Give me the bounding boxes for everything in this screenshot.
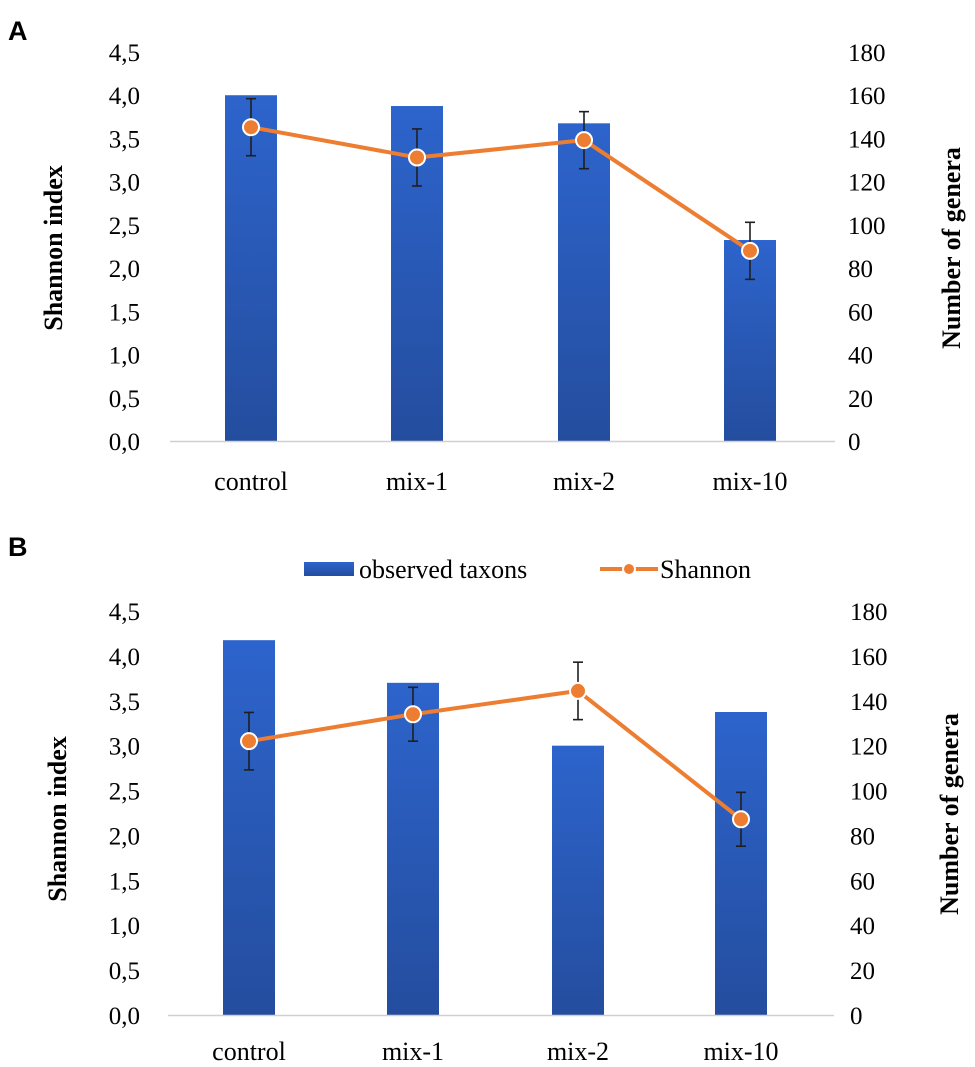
panel-a-category-label: mix-1 — [386, 467, 448, 496]
panel-a-y-tick-label: 2,0 — [109, 256, 140, 283]
legend-bars-label: observed taxons — [359, 555, 527, 584]
panel-a-y-tick-label: 4,5 — [109, 40, 140, 67]
panel-a-category-label: mix-10 — [712, 467, 787, 496]
panel-a-shannon-point-mix-1 — [408, 148, 426, 167]
panel-b-y-tick-label: 4,0 — [109, 644, 140, 671]
panel-b-shannon-point-mix-2 — [569, 681, 587, 700]
panel-b-y-tick-label: 0,5 — [109, 958, 140, 985]
panel-b-y-tick-label: 1,0 — [109, 913, 140, 940]
panel-a-shannon-point-mix-10 — [741, 241, 759, 260]
panel-a-y2-tick-label: 180 — [848, 40, 886, 67]
panel-b-y2-tick-label: 120 — [850, 734, 888, 761]
panel-b-bar-mix-2 — [552, 745, 604, 1015]
legend: observed taxons Shannon — [304, 555, 751, 584]
panel-b-category-label: mix-1 — [382, 1037, 444, 1066]
panel-a-y2-tick-label: 160 — [848, 83, 886, 110]
panel-b-y-tick-label: 2,5 — [109, 779, 140, 806]
panel-b-y-tick-label: 0,0 — [109, 1003, 140, 1030]
panel-a-y2-tick-label: 100 — [848, 213, 886, 240]
panel-a-y2-tick-label: 120 — [848, 170, 886, 197]
panel-b-y-tick-label: 3,5 — [109, 689, 140, 716]
panel-b-y2-tick-label: 80 — [850, 823, 875, 850]
panel-b-y2-tick-label: 40 — [850, 913, 875, 940]
panel-a-y2-tick-label: 20 — [848, 386, 873, 413]
panel-a-y-tick-label: 3,0 — [109, 170, 140, 197]
legend-bar-swatch — [304, 562, 354, 576]
panel-a-y2-tick-label: 40 — [848, 343, 873, 370]
panel-b-y-tick-label: 1,5 — [109, 868, 140, 895]
panel-b-y-tick-label: 4,5 — [109, 599, 140, 626]
panel-b-shannon-point-control — [240, 732, 258, 751]
panel-a-category-label: mix-2 — [553, 467, 615, 496]
panel-a-y2-tick-label: 80 — [848, 256, 873, 283]
panel-b-y2-tick-label: 180 — [850, 599, 888, 626]
panel-b: B observed taxons Shannon Shannon index … — [8, 532, 964, 1066]
panel-a-shannon-point-mix-2 — [575, 131, 593, 150]
panel-b-y2-tick-label: 60 — [850, 868, 875, 895]
panel-a: A Shannon index Number of genera 0,0 0,5 1… — [8, 16, 966, 496]
panel-a-y-tick-label: 1,5 — [109, 299, 140, 326]
panel-b-category-label: control — [212, 1037, 286, 1066]
panel-b-y2-tick-label: 140 — [850, 689, 888, 716]
panel-b-y2-tick-label: 20 — [850, 958, 875, 985]
panel-b-shannon-line — [248, 688, 743, 821]
panel-b-category-label: mix-10 — [703, 1037, 778, 1066]
panel-b-y2-axis-title: Number of genera — [935, 713, 964, 915]
panel-a-y-tick-label: 2,5 — [109, 213, 140, 240]
panel-a-y-tick-label: 4,0 — [109, 83, 140, 110]
panel-b-y-tick-label: 2,0 — [109, 823, 140, 850]
panel-a-y-tick-label: 1,0 — [109, 343, 140, 370]
panel-b-y-tick-label: 3,0 — [109, 734, 140, 761]
panel-a-category-label: control — [214, 467, 288, 496]
legend-line-label: Shannon — [660, 555, 751, 584]
panel-a-y-tick-label: 0,0 — [109, 429, 140, 456]
panel-a-plot: 0,0 0,5 1,0 1,5 2,0 2,5 3,0 3,5 4,0 4,5 0 20 40 60 80 1… — [109, 40, 886, 496]
panel-b-y2-tick-label: 160 — [850, 644, 888, 671]
panel-b-y-axis-title: Shannon index — [43, 736, 72, 901]
panel-a-y2-tick-label: 0 — [848, 429, 861, 456]
panel-a-y2-axis-title: Number of genera — [937, 147, 966, 349]
panel-b-bar-control — [223, 640, 275, 1015]
panel-a-shannon-line — [250, 125, 752, 253]
panel-a-shannon-point-control — [242, 118, 260, 137]
panel-b-plot: 0,0 0,5 1,0 1,5 2,0 2,5 3,0 3,5 4,0 4,5 0 20 40 60 80 1… — [109, 599, 888, 1066]
panel-b-shannon-point-mix-1 — [404, 705, 422, 724]
panel-a-y2-tick-label: 140 — [848, 126, 886, 153]
panel-a-bar-mix-2 — [558, 123, 610, 442]
legend-line-marker — [622, 562, 636, 576]
panel-b-y2-tick-label: 0 — [850, 1003, 863, 1030]
panel-b-label: B — [8, 532, 28, 562]
panel-b-shannon-point-mix-10 — [732, 810, 750, 829]
panel-a-y-axis-title: Shannon index — [39, 165, 68, 330]
panel-a-y-tick-label: 0,5 — [109, 386, 140, 413]
panel-a-label: A — [8, 16, 28, 46]
panel-b-y2-tick-label: 100 — [850, 779, 888, 806]
panel-b-category-label: mix-2 — [547, 1037, 609, 1066]
panel-a-y-tick-label: 3,5 — [109, 126, 140, 153]
panel-b-bar-mix-10 — [715, 712, 767, 1015]
panel-a-y2-tick-label: 60 — [848, 299, 873, 326]
